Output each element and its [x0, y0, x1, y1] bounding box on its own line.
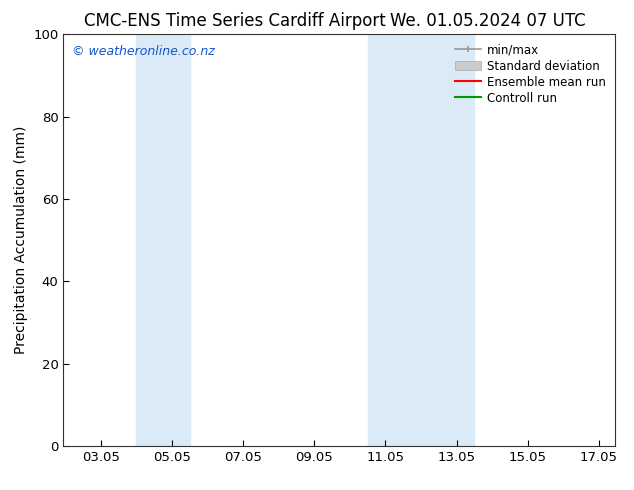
Y-axis label: Precipitation Accumulation (mm): Precipitation Accumulation (mm)	[14, 126, 28, 354]
Text: © weatheronline.co.nz: © weatheronline.co.nz	[72, 45, 214, 58]
Text: We. 01.05.2024 07 UTC: We. 01.05.2024 07 UTC	[391, 12, 586, 30]
Bar	[368, 34, 474, 446]
Text: CMC-ENS Time Series Cardiff Airport: CMC-ENS Time Series Cardiff Airport	[84, 12, 385, 30]
Legend: min/max, Standard deviation, Ensemble mean run, Controll run: min/max, Standard deviation, Ensemble me…	[451, 40, 609, 108]
Bar	[136, 34, 190, 446]
